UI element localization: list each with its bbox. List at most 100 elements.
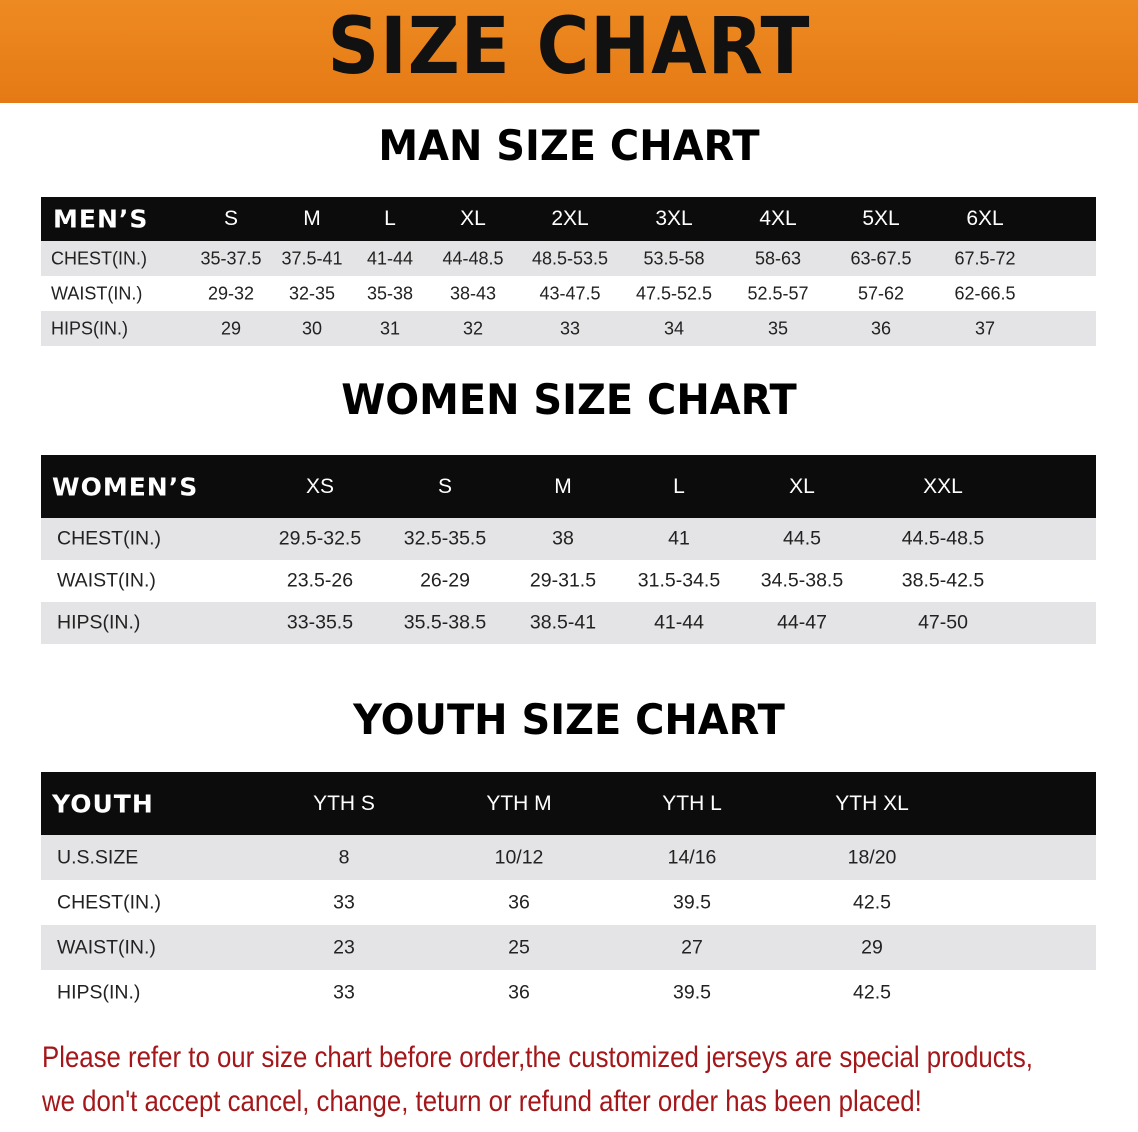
table-cell: 30 <box>301 318 323 338</box>
table-cell: 36 <box>870 318 892 338</box>
size-header: YTH XL <box>835 791 909 815</box>
table-cell: 38.5-41 <box>529 611 597 634</box>
table-cell: 29 <box>220 318 242 338</box>
table-cell: 47.5-52.5 <box>635 283 713 303</box>
table-row: CHEST(IN.) 33 36 39.5 42.5 <box>41 880 1096 925</box>
table-cell: 29 <box>861 936 883 958</box>
table-cell: 44-47 <box>777 611 827 634</box>
table-cell: 29-32 <box>207 283 255 303</box>
table-row: CHEST(IN.) 29.5-32.5 32.5-35.5 38 41 44.5 44.5… <box>41 518 1096 560</box>
row-label: CHEST(IN.) <box>51 248 147 268</box>
youth-size-table: YOUTH YTH S YTH M YTH L YTH XL U.S.SIZE 8 10/12… <box>41 772 1096 1015</box>
size-header: XS <box>305 474 335 498</box>
table-cell: 42.5 <box>853 891 891 913</box>
table-cell: 35.5-38.5 <box>403 611 487 634</box>
table-cell: 63-67.5 <box>850 248 912 268</box>
table-row: WAIST(IN.) 29-32 32-35 35-38 38-43 43-47.5 47.… <box>41 276 1096 311</box>
note-line-2: we don't accept cancel, change, teturn o… <box>42 1085 922 1118</box>
table-row: WAIST(IN.) 23.5-26 26-29 29-31.5 31.5-34.5 34… <box>41 560 1096 602</box>
table-cell: 44.5 <box>783 527 821 550</box>
title-banner: SIZE CHART <box>0 0 1138 103</box>
size-header: 4XL <box>759 207 797 230</box>
women-header-label: WOMEN’S <box>52 472 199 501</box>
size-header: XL <box>789 474 815 498</box>
table-cell: 39.5 <box>673 891 711 913</box>
table-cell: 58-63 <box>754 248 802 268</box>
size-header: XXL <box>923 474 963 498</box>
table-cell: 62-66.5 <box>954 283 1016 303</box>
table-cell: 67.5-72 <box>954 248 1016 268</box>
table-cell: 39.5 <box>673 981 711 1003</box>
table-cell: 8 <box>338 846 350 868</box>
size-header: 2XL <box>551 207 589 230</box>
table-cell: 48.5-53.5 <box>531 248 609 268</box>
table-cell: 29.5-32.5 <box>278 527 362 550</box>
disclaimer-note: Please refer to our size chart before or… <box>42 1036 1033 1124</box>
table-cell: 10/12 <box>494 846 544 868</box>
table-cell: 33-35.5 <box>286 611 354 634</box>
table-row: U.S.SIZE 8 10/12 14/16 18/20 <box>41 835 1096 880</box>
size-header: L <box>673 474 685 498</box>
table-cell: 41-44 <box>654 611 704 634</box>
table-cell: 36 <box>508 981 530 1003</box>
table-cell: 35 <box>767 318 789 338</box>
table-row: WAIST(IN.) 23 25 27 29 <box>41 925 1096 970</box>
row-label: HIPS(IN.) <box>57 611 141 634</box>
table-row: CHEST(IN.) 35-37.5 37.5-41 41-44 44-48.5 48.5… <box>41 241 1096 276</box>
size-header: 3XL <box>655 207 693 230</box>
table-cell: 23.5-26 <box>286 569 354 592</box>
row-label: WAIST(IN.) <box>57 569 156 592</box>
men-header-row: MEN’S S M L XL 2XL 3XL 4XL 5XL 6XL <box>41 197 1096 241</box>
table-cell: 34 <box>663 318 685 338</box>
table-cell: 25 <box>508 936 530 958</box>
table-cell: 32-35 <box>288 283 336 303</box>
row-label: HIPS(IN.) <box>51 318 129 338</box>
size-header: M <box>554 474 572 498</box>
table-cell: 43-47.5 <box>539 283 601 303</box>
size-header: S <box>437 474 453 498</box>
table-cell: 23 <box>333 936 355 958</box>
size-header: YTH L <box>662 791 722 815</box>
table-cell: 38.5-42.5 <box>901 569 985 592</box>
table-cell: 34.5-38.5 <box>760 569 844 592</box>
table-cell: 38-43 <box>449 283 497 303</box>
table-cell: 53.5-58 <box>643 248 705 268</box>
table-cell: 47-50 <box>918 611 968 634</box>
size-header: 5XL <box>862 207 900 230</box>
table-row: HIPS(IN.) 29 30 31 32 33 34 35 36 37 <box>41 311 1096 346</box>
row-label: CHEST(IN.) <box>57 891 161 913</box>
table-cell: 33 <box>559 318 581 338</box>
table-cell: 32.5-35.5 <box>403 527 487 550</box>
table-cell: 31.5-34.5 <box>637 569 721 592</box>
table-cell: 35-38 <box>366 283 414 303</box>
men-size-table: MEN’S S M L XL 2XL 3XL 4XL 5XL 6XL CHEST(IN.) 35-37… <box>41 197 1096 346</box>
size-header: M <box>303 207 321 230</box>
table-cell: 44.5-48.5 <box>901 527 985 550</box>
size-header: 6XL <box>966 207 1004 230</box>
table-cell: 35-37.5 <box>200 248 262 268</box>
size-header: XL <box>460 207 486 230</box>
table-cell: 52.5-57 <box>747 283 809 303</box>
youth-section-title: YOUTH SIZE CHART <box>353 695 785 744</box>
men-section-title: MAN SIZE CHART <box>378 121 760 170</box>
men-header-label: MEN’S <box>53 204 149 234</box>
table-cell: 41-44 <box>366 248 414 268</box>
table-cell: 44-48.5 <box>442 248 504 268</box>
size-header: L <box>384 207 396 230</box>
table-cell: 33 <box>333 981 355 1003</box>
note-line-1: Please refer to our size chart before or… <box>42 1041 1033 1074</box>
banner-title: SIZE CHART <box>327 2 811 92</box>
table-row: HIPS(IN.) 33 36 39.5 42.5 <box>41 970 1096 1015</box>
table-cell: 57-62 <box>857 283 905 303</box>
row-label: HIPS(IN.) <box>57 981 141 1003</box>
table-cell: 14/16 <box>667 846 717 868</box>
row-label: U.S.SIZE <box>57 846 139 868</box>
table-cell: 32 <box>462 318 484 338</box>
table-cell: 38 <box>552 527 574 550</box>
table-cell: 42.5 <box>853 981 891 1003</box>
women-size-table: WOMEN’S XS S M L XL XXL CHEST(IN.) 29.5-32.5 32.5… <box>41 455 1096 644</box>
table-cell: 41 <box>668 527 690 550</box>
table-cell: 26-29 <box>420 569 470 592</box>
table-row: HIPS(IN.) 33-35.5 35.5-38.5 38.5-41 41-44 44-… <box>41 602 1096 644</box>
row-label: WAIST(IN.) <box>57 936 156 958</box>
